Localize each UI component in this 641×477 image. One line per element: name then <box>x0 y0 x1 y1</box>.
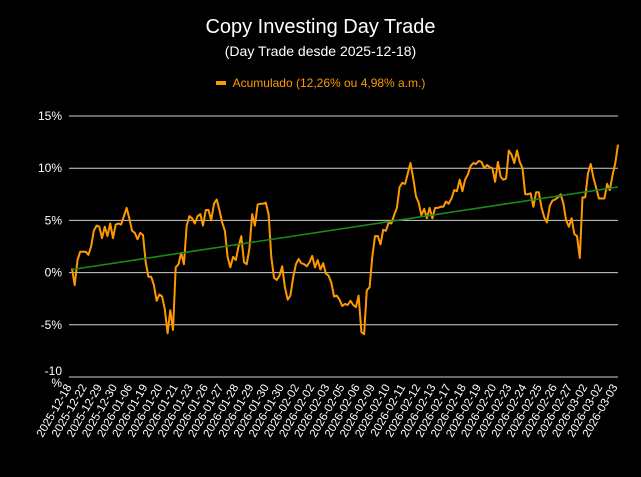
series-line-acumulado <box>71 144 619 336</box>
chart-legend: Acumulado (12,26% ou 4,98% a.m.) <box>0 76 641 90</box>
legend-label: Acumulado (12,26% ou 4,98% a.m.) <box>232 76 426 90</box>
y-tick-label: -10% <box>45 364 63 390</box>
legend-swatch <box>215 80 226 85</box>
y-tick-label: 10% <box>38 161 62 175</box>
chart-subtitle: (Day Trade desde 2025-12-18) <box>224 43 417 59</box>
y-tick-label: 5% <box>45 213 63 227</box>
y-tick-label: 15% <box>38 109 62 123</box>
y-tick-label: 0% <box>45 266 63 280</box>
chart-title: Copy Investing Day Trade <box>205 16 436 38</box>
y-tick-label: -5% <box>41 318 63 332</box>
series-line-trend <box>71 186 619 271</box>
